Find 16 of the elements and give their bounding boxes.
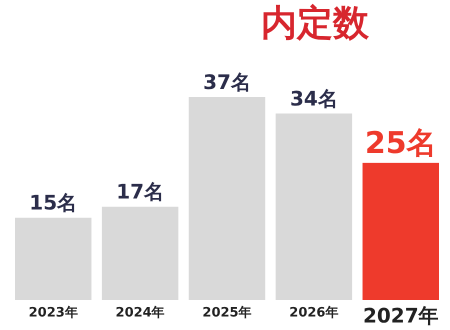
- data-label: 34名: [290, 86, 338, 110]
- data-label: 25名: [364, 126, 437, 161]
- x-tick-label: 2025年: [202, 306, 252, 320]
- x-tick-label: 2024年: [116, 306, 165, 320]
- chart-title: 内定数: [261, 3, 370, 44]
- x-tick-label: 2026年: [289, 306, 338, 320]
- bar: [276, 113, 352, 300]
- bar: [188, 97, 266, 300]
- bar: [15, 218, 92, 300]
- data-label: 37名: [203, 70, 251, 94]
- data-label: 17名: [116, 180, 164, 204]
- bar: [362, 162, 439, 300]
- x-tick-label: 2023年: [28, 306, 78, 320]
- data-label: 15名: [29, 190, 78, 215]
- bar: [102, 206, 178, 300]
- x-tick-label: 2027年: [362, 304, 439, 328]
